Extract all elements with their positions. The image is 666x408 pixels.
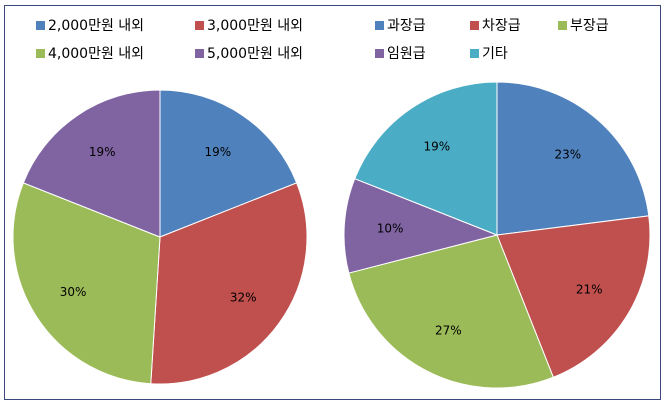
pie2-slice-0: [496, 81, 650, 236]
pie2-data-label-4: 19%: [423, 139, 450, 153]
pie2-data-label-3: 10%: [377, 221, 404, 235]
pie2-data-label-0: 23%: [554, 148, 581, 162]
legend-label: 기타: [482, 46, 508, 62]
legend-swatch: [470, 48, 479, 58]
pie2-slice-1: [496, 215, 651, 378]
pie2-slice-4: [354, 81, 498, 236]
pie1-data-label-1: 32%: [230, 290, 257, 304]
legend-label: 4,000만원 내외: [48, 46, 145, 62]
pie1-slice-1: [150, 182, 308, 385]
pie2-data-label-2: 27%: [435, 323, 462, 337]
legend-item: 4,000만원 내외: [36, 43, 144, 63]
legend-item: 임원급: [375, 43, 426, 63]
legend-label: 임원급: [387, 46, 426, 62]
legend-label: 5,000만원 내외: [207, 46, 304, 62]
pie2-slice-3: [343, 178, 499, 274]
pie2-slice-2: [348, 234, 554, 389]
legend-swatch: [470, 20, 479, 30]
legend-swatch: [558, 20, 567, 30]
pie1-data-label-0: 19%: [205, 145, 232, 159]
legend-item: 기타: [470, 43, 508, 63]
pie1-slice-0: [159, 89, 298, 238]
legend-item: 차장급: [470, 15, 521, 35]
legend-item: 2,000만원 내외: [36, 15, 144, 35]
legend-item: 5,000만원 내외: [195, 43, 303, 63]
legend-label: 2,000만원 내외: [48, 18, 145, 34]
chart-frame: [4, 5, 661, 400]
legend-swatch: [375, 48, 384, 58]
legend-item: 부장급: [558, 15, 609, 35]
legend-swatch: [375, 20, 384, 30]
legend-item: 과장급: [375, 15, 426, 35]
legend-swatch: [36, 20, 45, 30]
legend-swatch: [195, 20, 204, 30]
legend-item: 3,000만원 내외: [195, 15, 303, 35]
legend-label: 차장급: [482, 18, 521, 34]
legend-swatch: [195, 48, 204, 58]
legend-label: 부장급: [570, 18, 609, 34]
pie1-slice-3: [22, 89, 161, 238]
pie1-slice-2: [12, 182, 161, 385]
pie2-data-label-1: 21%: [576, 283, 603, 297]
pie1-data-label-2: 30%: [60, 285, 87, 299]
legend-label: 3,000만원 내외: [207, 18, 304, 34]
legend-swatch: [36, 48, 45, 58]
legend-label: 과장급: [387, 18, 426, 34]
pie1-data-label-3: 19%: [89, 145, 116, 159]
